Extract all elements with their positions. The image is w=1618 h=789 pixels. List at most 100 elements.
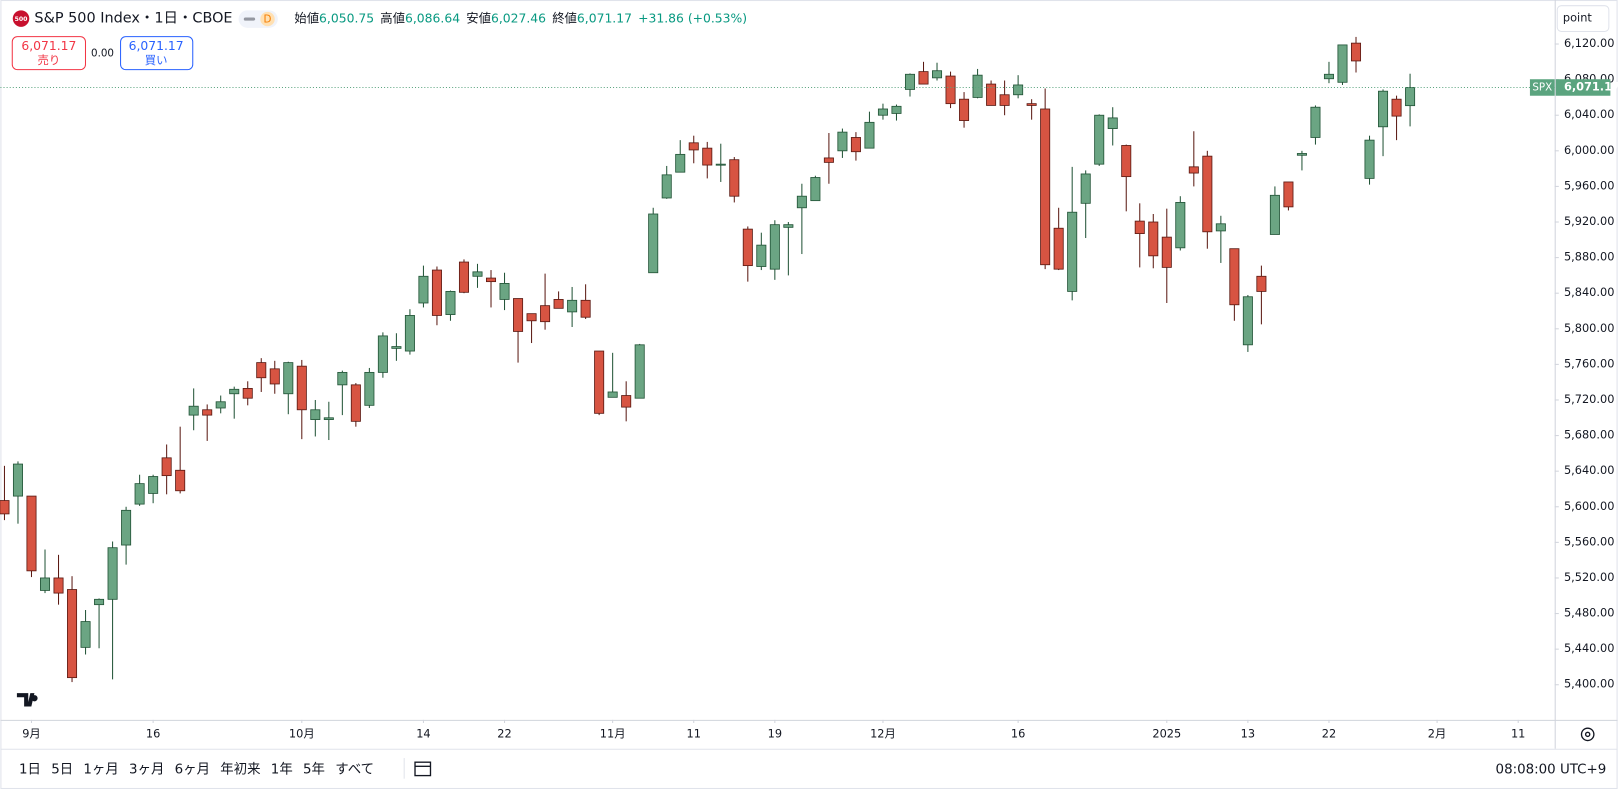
candle-body: [810, 177, 821, 202]
y-tick-label: 5,560.00: [1564, 534, 1614, 548]
range-button[interactable]: 年初来: [220, 761, 260, 777]
clock: 08:08:00 UTC+9: [1496, 762, 1607, 777]
x-tick-label: 11: [687, 726, 701, 740]
logo-shape: [16, 693, 38, 707]
ohlc: 始値6,050.75 高値6,086.64 安値6,027.46 終値6,071.17…: [294, 10, 747, 25]
candle-body: [458, 261, 469, 293]
logo-text: 500: [15, 16, 28, 23]
candle-body: [1229, 248, 1240, 306]
candle-body: [0, 500, 10, 515]
candle-body: [202, 409, 213, 416]
y-tick-label: 5,600.00: [1564, 499, 1614, 513]
range-button[interactable]: 1ヶ月: [83, 762, 118, 777]
tv-logo: [16, 693, 38, 707]
candle-body: [891, 105, 902, 114]
ohlc-value: 6,071.17: [577, 11, 632, 25]
candle-body: [783, 224, 794, 228]
candle-body: [1378, 90, 1389, 128]
ohlc-label: 安値: [466, 10, 491, 25]
candle-body: [850, 137, 861, 153]
buy-label: 買い: [145, 53, 168, 67]
gear-center: [1584, 731, 1591, 738]
logo: [12, 10, 30, 27]
x-tick-label: 22: [497, 726, 511, 740]
range-button[interactable]: 5日: [51, 762, 73, 777]
candle-body: [1134, 220, 1145, 234]
candle-body: [1148, 221, 1159, 257]
candle-body: [1202, 155, 1213, 233]
candle-body: [121, 509, 132, 546]
x-tick-label: 22: [1322, 726, 1336, 740]
candle-body: [188, 405, 199, 416]
sell-label: 売り: [38, 53, 61, 67]
candle-body: [1269, 194, 1280, 235]
candle-body: [1188, 166, 1199, 174]
candle-body: [486, 277, 497, 283]
sell-button[interactable]: [11, 36, 87, 71]
candle-body: [229, 388, 240, 395]
candle-body: [715, 163, 726, 166]
header: 500 S&P 500 Index・1日・CBOE D 始値6,050.75 高値…: [11, 5, 1610, 71]
candle-body: [864, 121, 875, 149]
candle-body: [1161, 236, 1172, 268]
candle-body: [1175, 202, 1186, 249]
chart-title: S&P 500 Index・1日・CBOE: [34, 11, 232, 27]
candle-body: [540, 305, 551, 323]
range-button[interactable]: 5年: [303, 761, 325, 777]
candle-body: [959, 98, 970, 121]
range-button[interactable]: 3ヶ月: [129, 762, 164, 777]
candle-body: [1215, 223, 1226, 232]
candle-body: [350, 384, 361, 422]
y-tick-label: 5,440.00: [1564, 641, 1614, 655]
candle-body: [661, 174, 672, 199]
ohlc-value: 6,027.46: [491, 11, 546, 25]
candle-body: [742, 228, 753, 267]
candle-body: [1107, 117, 1118, 129]
settings-icon[interactable]: [1580, 727, 1595, 742]
price-tag-label: 6,071.17: [1564, 79, 1618, 93]
range-button[interactable]: 6ヶ月: [175, 762, 210, 777]
x-tick-label: 12月: [870, 726, 896, 740]
candle-body: [567, 299, 578, 313]
candle-body: [526, 313, 537, 322]
buy-button[interactable]: [120, 36, 194, 71]
candle-body: [513, 298, 524, 332]
candle-body: [1013, 84, 1024, 96]
price-tag: [1555, 79, 1611, 96]
candle-body: [39, 577, 51, 591]
candle-body: [945, 75, 956, 105]
candle-body: [688, 142, 699, 151]
y-tick-label: 6,000.00: [1564, 143, 1614, 157]
price-tag-name: SPX: [1532, 81, 1552, 93]
candle-body: [729, 159, 740, 197]
candle-body: [323, 417, 334, 420]
unit-button[interactable]: [1556, 5, 1610, 32]
x-tick-label: 10月: [289, 726, 315, 740]
change: +31.86 (+0.53%): [638, 11, 747, 25]
calendar: [414, 761, 432, 777]
y-tick-label: 5,640.00: [1564, 463, 1614, 477]
ohlc-label: 終値: [552, 10, 577, 25]
candle-body: [161, 457, 172, 477]
candle-body: [580, 299, 591, 318]
y-tick-label: 5,840.00: [1564, 285, 1614, 299]
y-tick-label: 5,760.00: [1564, 356, 1614, 370]
calendar-icon[interactable]: [414, 761, 432, 777]
candle-body: [1323, 73, 1334, 80]
gear: [1580, 727, 1595, 742]
range-button[interactable]: すべて: [335, 761, 374, 777]
candle-body: [472, 271, 483, 277]
candle-body: [94, 598, 105, 606]
candle-body: [1391, 98, 1402, 117]
x-tick-label: 11月: [600, 726, 626, 740]
candle-body: [675, 153, 686, 173]
candle-body: [769, 224, 780, 270]
range-button[interactable]: 1日: [19, 762, 41, 777]
y-tick-label: 5,480.00: [1564, 606, 1614, 620]
candle-body: [1337, 44, 1348, 83]
candle-body: [391, 346, 402, 349]
candle-body: [53, 577, 64, 594]
candle-body: [1067, 211, 1078, 292]
range-button[interactable]: 1年: [271, 761, 293, 777]
